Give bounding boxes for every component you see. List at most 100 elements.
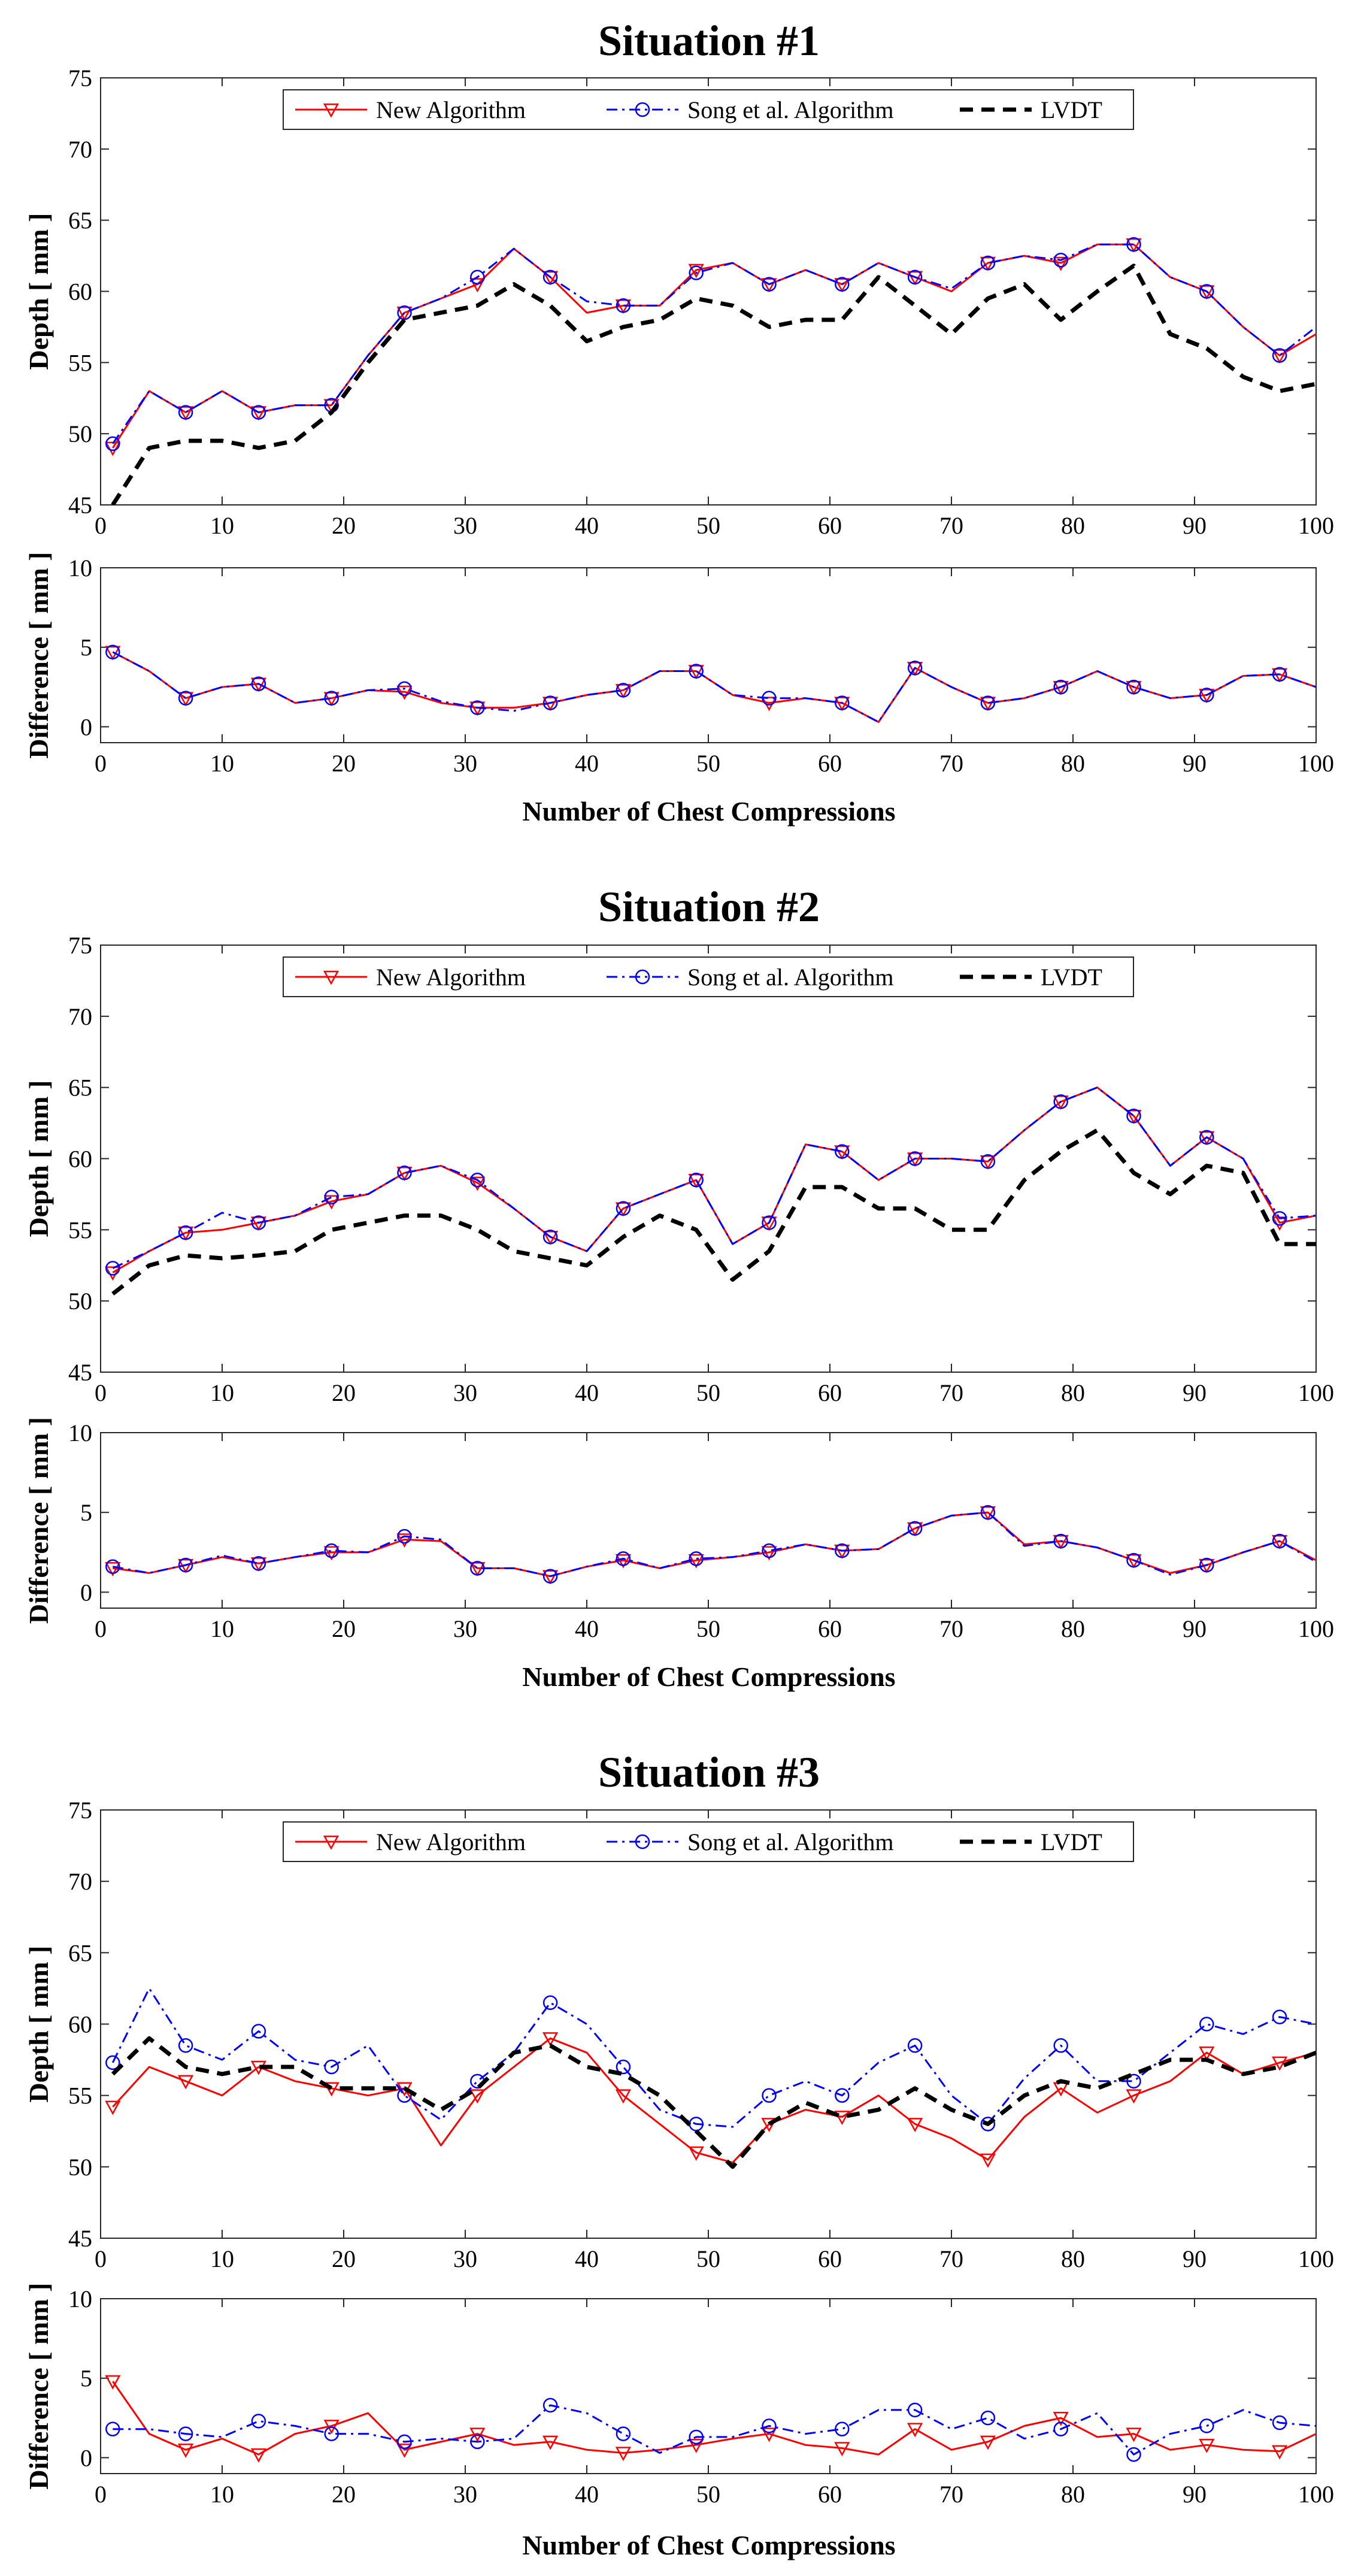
- series-point-song: [762, 1543, 777, 1558]
- series-point-new: [1346, 293, 1358, 305]
- series-point-new: [542, 1230, 559, 1245]
- x-tick-label: 20: [332, 512, 356, 539]
- series-point-new: [615, 2089, 632, 2104]
- x-tick-label: 90: [1183, 512, 1207, 539]
- series-point-song: [324, 1543, 339, 1558]
- series-point-song: [1199, 2017, 1214, 2032]
- legend-label-song: Song et al. Algorithm: [687, 96, 893, 123]
- series-point-song: [324, 2059, 339, 2075]
- series-point-new: [980, 1155, 996, 1170]
- y-axis-label: Difference [ mm ]: [23, 1417, 54, 1624]
- x-tick-label: 0: [95, 512, 107, 539]
- series-point-new: [105, 2375, 121, 2390]
- y-axis-label: Depth [ mm ]: [23, 213, 54, 370]
- y-tick-label: 5: [80, 2365, 92, 2392]
- series-point-new: [1346, 2420, 1358, 2432]
- series-point-new: [323, 1546, 340, 1561]
- y-tick-label: 5: [80, 1499, 92, 1526]
- series-point-new: [177, 2443, 194, 2458]
- x-tick-label: 90: [1183, 1615, 1207, 1642]
- x-tick-label: 0: [95, 1379, 107, 1406]
- x-tick-label: 50: [696, 2481, 720, 2508]
- y-tick-label: 75: [68, 932, 92, 959]
- series-point-new: [1199, 285, 1215, 300]
- series-point-song: [178, 1557, 193, 1573]
- series-point-song: [689, 664, 704, 679]
- legend-label-new: New Algorithm: [376, 964, 526, 991]
- x-tick-label: 70: [939, 2245, 963, 2272]
- series-group: [105, 237, 1358, 505]
- x-tick-label: 80: [1061, 512, 1085, 539]
- x-tick-label: 10: [210, 1615, 234, 1642]
- series-point-song: [470, 1172, 485, 1188]
- series-point-song: [1126, 1108, 1141, 1124]
- x-tick-label: 50: [696, 512, 720, 539]
- series-point-new: [323, 2082, 340, 2097]
- series-point-new: [542, 2032, 559, 2047]
- series-point-song: [616, 1201, 631, 1216]
- legend-marker-new: [323, 970, 340, 985]
- series-point-new: [834, 278, 850, 293]
- series-point-new: [907, 1522, 923, 1537]
- series-point-new: [250, 1216, 267, 1231]
- series-point-song: [105, 2055, 120, 2071]
- series-point-new: [615, 1554, 632, 1569]
- series-point-song: [251, 1215, 266, 1230]
- series-point-song: [1126, 679, 1141, 695]
- series-point-song: [251, 2024, 266, 2039]
- series-point-new: [1199, 2438, 1215, 2453]
- legend: New Algorithm Song et al. Algorithm LVDT: [283, 89, 1134, 130]
- series-point-song: [1272, 2415, 1287, 2430]
- series-point-song: [470, 1561, 485, 1576]
- x-tick-label: 40: [575, 1379, 599, 1406]
- series-point-song: [105, 436, 120, 452]
- series-point-song: [835, 1543, 850, 1558]
- y-tick-label: 65: [68, 207, 92, 234]
- series-point-song: [762, 2088, 777, 2103]
- series-point-song: [835, 1144, 850, 1159]
- series-point-new: [761, 2118, 777, 2132]
- x-tick-label: 80: [1061, 2245, 1085, 2272]
- series-point-new: [469, 1176, 486, 1191]
- series-point-song: [470, 270, 485, 284]
- title-situation-2: Situation #2: [598, 883, 820, 931]
- x-tick-label: 30: [453, 1615, 477, 1642]
- series-point-new: [105, 2100, 121, 2115]
- depth-plot-situation-2: 0 10 20 30 40 50 60 70 80 90 100 45 50 55 60 65 70 75 Dept…: [23, 932, 1334, 1406]
- x-tick-label: 90: [1183, 2481, 1207, 2508]
- series-point-new: [250, 406, 267, 421]
- series-point-new: [1126, 1109, 1142, 1124]
- series-point-song: [835, 277, 850, 292]
- legend-label-new: New Algorithm: [376, 1829, 526, 1855]
- x-tick-label: 100: [1298, 512, 1334, 539]
- series-point-new: [396, 1533, 413, 1548]
- y-tick-label: 75: [68, 65, 92, 92]
- series-point-song: [105, 2421, 120, 2436]
- x-tick-label: 60: [818, 1615, 842, 1642]
- y-tick-label: 10: [68, 555, 92, 582]
- series-point-song: [178, 2038, 193, 2053]
- series-point-new: [177, 1226, 194, 1241]
- series-point-new: [1346, 682, 1358, 694]
- series-point-new: [469, 278, 486, 293]
- series-point-song: [1126, 2447, 1141, 2462]
- x-tick-label: 20: [332, 750, 356, 777]
- series-group: [105, 1987, 1316, 2169]
- series-point-song: [907, 1151, 923, 1166]
- difference-plot-situation-2: 0 10 20 30 40 50 60 70 80 90 100 0 5 10 Difference [ m…: [23, 1417, 1334, 1642]
- x-tick-label: 40: [575, 2245, 599, 2272]
- series-point-song: [1199, 2418, 1214, 2433]
- x-tick-label: 0: [95, 2481, 107, 2508]
- x-tick-label: 0: [95, 1615, 107, 1642]
- series-point-new: [105, 1562, 121, 1577]
- series-point-song: [542, 270, 558, 284]
- y-tick-label: 45: [68, 2225, 92, 2252]
- series-point-new: [1199, 689, 1215, 703]
- series-point-song: [397, 2434, 412, 2450]
- series-point-song: [1272, 348, 1287, 363]
- y-tick-label: 5: [80, 634, 92, 661]
- series-point-song: [105, 644, 120, 659]
- plot-frame: [100, 567, 1317, 743]
- series-point-new: [1126, 680, 1142, 695]
- title-situation-3: Situation #3: [598, 1748, 820, 1796]
